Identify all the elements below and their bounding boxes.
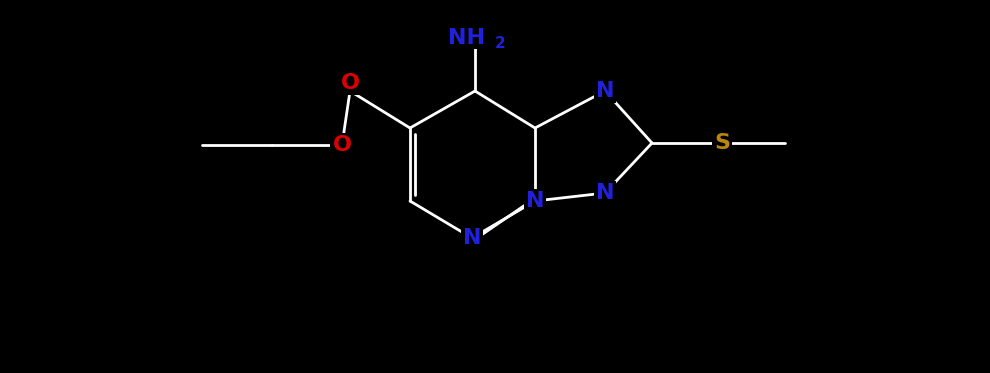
Text: S: S <box>714 133 730 153</box>
Text: N: N <box>526 191 545 211</box>
Text: N: N <box>462 228 481 248</box>
Text: N: N <box>596 81 614 101</box>
Text: 2: 2 <box>495 35 505 50</box>
Text: O: O <box>333 135 351 155</box>
Text: O: O <box>341 73 359 93</box>
Text: NH: NH <box>448 28 485 48</box>
Text: N: N <box>596 183 614 203</box>
